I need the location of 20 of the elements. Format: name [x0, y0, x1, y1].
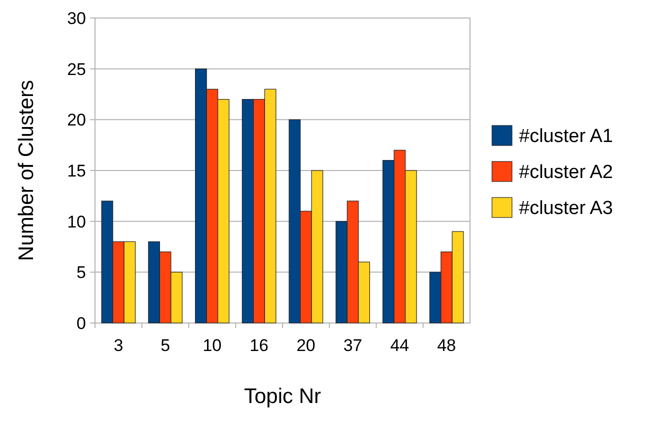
x-tick-label: 37: [343, 336, 362, 355]
y-tick-label: 25: [67, 60, 86, 79]
x-tick-label: 20: [296, 336, 316, 355]
x-tick-label: 44: [390, 336, 410, 355]
y-tick-label: 30: [67, 8, 86, 28]
x-tick-label: 16: [250, 336, 269, 355]
y-tick-label: 20: [67, 110, 86, 130]
y-tick-label: 10: [67, 212, 86, 232]
x-tick-label: 5: [160, 336, 170, 355]
legend-label: #cluster A3: [519, 198, 613, 220]
x-tick-label: 48: [437, 336, 456, 355]
x-axis-title: Topic Nr: [244, 385, 322, 408]
legend-label: #cluster A1: [519, 126, 613, 148]
x-tick-label: 10: [202, 336, 222, 355]
legend-label: #cluster A2: [519, 162, 613, 184]
x-tick-label: 3: [114, 336, 124, 355]
y-axis-title: Number of Clusters: [15, 80, 38, 261]
y-tick-label: 0: [76, 314, 86, 333]
y-tick-label: 5: [76, 263, 86, 282]
y-tick-label: 15: [67, 161, 86, 180]
